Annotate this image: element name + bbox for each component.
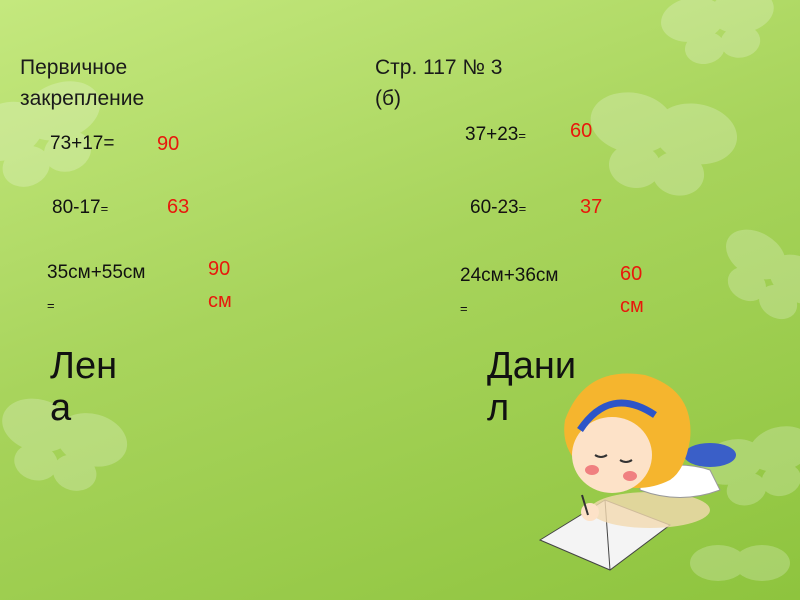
- left-equation-3: 35см+55см =: [47, 257, 177, 322]
- butterfly-icon: [590, 92, 738, 196]
- left-answer-2: 63: [167, 196, 190, 218]
- right-equation-2: 60-23=: [470, 197, 526, 219]
- butterfly-icon: [0, 81, 101, 187]
- equals-sign: =: [518, 201, 527, 216]
- right-answer-2: 37: [580, 196, 603, 218]
- equals-sign: =: [460, 301, 468, 316]
- right-title-line2: (б): [375, 87, 402, 110]
- right-expression-3: 24см+36см: [460, 265, 559, 286]
- equals-sign: =: [100, 201, 109, 216]
- right-title-line1: Стр. 117 № 3: [375, 56, 503, 79]
- left-answer-1: 90: [157, 133, 180, 155]
- left-expression-3: 35см+55см: [47, 262, 146, 283]
- butterfly-icon: [661, 0, 774, 65]
- left-title-line2: закрепление: [20, 87, 145, 110]
- equals-sign: =: [518, 128, 526, 143]
- left-expression-2: 80-17: [52, 197, 101, 218]
- girl-writing-illustration: [538, 373, 736, 571]
- right-equation-3: 24см+36см =: [460, 260, 590, 325]
- butterfly-icon: [2, 398, 128, 491]
- student-name-left: Лена: [50, 345, 118, 429]
- equals-sign: =: [47, 298, 55, 313]
- left-equation-2: 80-17=: [52, 197, 108, 219]
- left-title-line1: Первичное: [20, 56, 128, 79]
- right-answer-1: 60: [570, 120, 593, 142]
- right-expression-2: 60-23: [470, 197, 519, 218]
- butterfly-icon: [690, 545, 790, 581]
- right-expression-1: 37+23: [465, 124, 519, 145]
- butterfly-icon: [726, 229, 800, 320]
- butterfly-icon: [700, 426, 800, 506]
- left-answer-3: 90см: [208, 258, 232, 312]
- right-answer-3: 60см: [620, 263, 644, 317]
- left-equation-1: 73+17=: [50, 133, 115, 154]
- right-equation-1: 37+23=: [465, 124, 526, 146]
- student-name-right: Данил: [487, 345, 577, 429]
